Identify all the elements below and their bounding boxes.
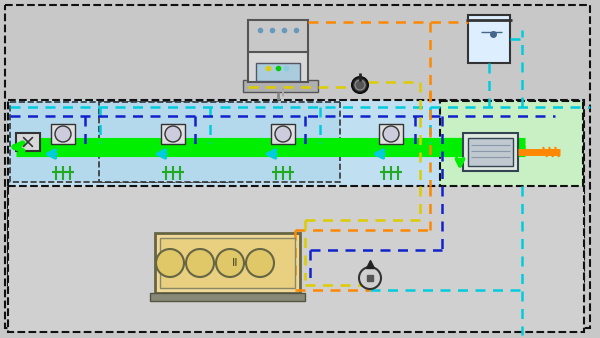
Bar [160, 238, 295, 288]
Bar [468, 138, 513, 166]
Bar [99, 102, 340, 182]
Circle shape [216, 249, 244, 277]
Bar [10, 102, 107, 182]
Bar [243, 80, 318, 92]
Circle shape [275, 126, 291, 142]
Bar [16, 133, 40, 151]
Circle shape [165, 126, 181, 142]
Bar [155, 233, 300, 293]
Circle shape [55, 126, 71, 142]
Circle shape [359, 267, 381, 289]
Bar [107, 102, 120, 182]
Bar [8, 100, 584, 285]
Bar [248, 50, 308, 82]
Circle shape [186, 249, 214, 277]
Bar [468, 15, 510, 63]
Circle shape [355, 80, 365, 90]
Bar [256, 63, 300, 81]
Bar [51, 124, 75, 144]
Bar [107, 102, 230, 182]
Circle shape [352, 77, 368, 93]
Circle shape [383, 126, 399, 142]
Bar [463, 133, 518, 171]
Text: II: II [232, 258, 238, 268]
Bar [379, 124, 403, 144]
Bar [271, 124, 295, 144]
Bar [8, 186, 584, 332]
Circle shape [246, 249, 274, 277]
Bar [248, 20, 308, 52]
Bar [150, 293, 305, 301]
Bar [161, 124, 185, 144]
Bar [440, 101, 583, 285]
Circle shape [156, 249, 184, 277]
